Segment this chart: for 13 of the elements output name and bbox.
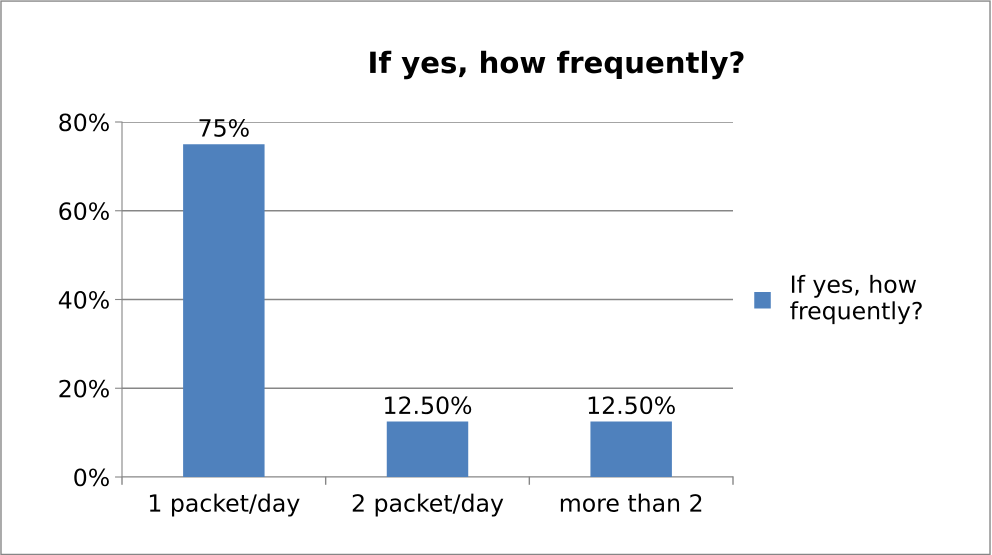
y-tick-label: 20% [59, 380, 109, 398]
x-tick-label: 1 packet/day [150, 494, 300, 517]
y-tick-label: 80% [59, 113, 109, 132]
x-tick-label: 2 packet/day [352, 494, 504, 517]
legend-label: If yes, how frequently? [790, 274, 922, 324]
chart-title: If yes, how frequently? [370, 50, 744, 80]
data-label: 75% [200, 118, 249, 137]
data-label: 12.50% [588, 396, 675, 414]
x-tick-label: more than 2 [560, 494, 702, 512]
data-label: 12.50% [385, 396, 472, 414]
y-tick-label: 60% [59, 202, 109, 220]
y-tick-label: 0% [74, 468, 109, 486]
y-tick-label: 40% [58, 290, 109, 309]
